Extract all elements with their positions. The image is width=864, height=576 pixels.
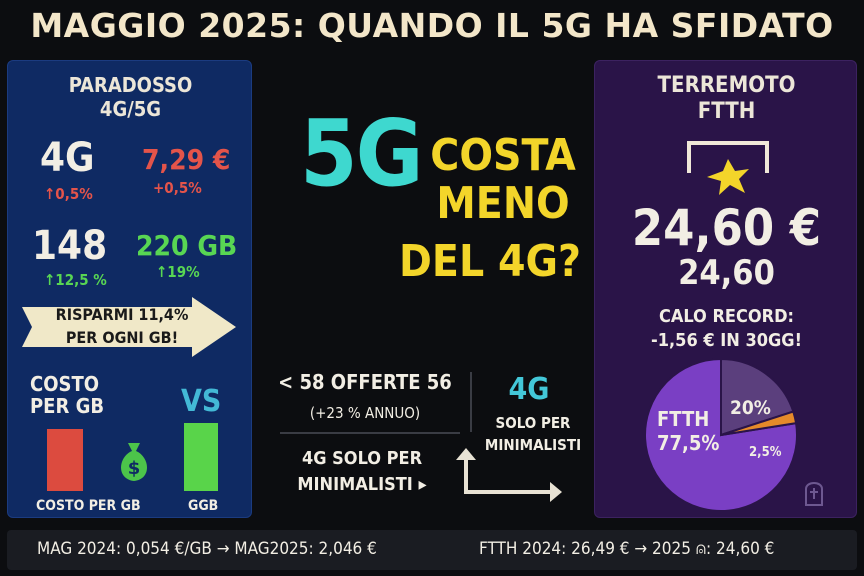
savings-text: RISPARMI 11,4% PER OGNI GB! <box>22 303 222 349</box>
question-line3: DEL 4G? <box>399 236 581 287</box>
center-divider-horizontal <box>280 432 460 434</box>
svg-text:$: $ <box>128 458 141 479</box>
savings-line1: RISPARMI 11,4% <box>55 305 189 324</box>
row1-right-change: +0,5% <box>153 179 202 197</box>
page-title: MAGGIO 2025: QUANDO IL 5G HA SFIDATO <box>30 6 834 45</box>
pie-ftth-name: FTTH <box>657 407 710 431</box>
cost-per-gb-heading: COSTO PER GB <box>30 373 140 417</box>
footer-bar: MAG 2024: 0,054 €/GB → MAG2025: 2,046 € … <box>7 530 857 570</box>
cost-heading-line1: COSTO <box>30 372 100 396</box>
xlabel-cost-per-gb: COSTO PER GB <box>36 498 141 514</box>
row2-left-change: ↑12,5 % <box>44 271 107 289</box>
pie-ftth-value: 77,5% <box>657 431 720 455</box>
paradox-title-line1: PARADOSSO <box>68 73 193 97</box>
ftth-price-small: 24,60 <box>678 253 775 293</box>
row1-left-change: ↑0,5% <box>44 185 93 203</box>
offers-growth: (+23 % ANNUO) <box>309 404 421 422</box>
footer-right-stat: FTTH 2024: 26,49 € → 2025 ⍝: 24,60 € <box>479 539 775 559</box>
minimalist-note-line1: 4G SOLO PER <box>301 448 423 469</box>
question-line2: MENO <box>436 178 570 229</box>
savings-banner: RISPARMI 11,4% PER OGNI GB! <box>22 297 240 357</box>
pie-slice2-label: 20% <box>730 397 771 419</box>
money-bag-icon: $ <box>121 443 147 481</box>
xlabel-ggb: GGB <box>188 498 219 514</box>
pie-slice3-label: 2,5% <box>749 445 782 460</box>
arrow-banner-shape <box>22 297 236 357</box>
big-5g-label: 5G <box>300 100 424 207</box>
minimalist-note-right: SOLO PER MINIMALISTI <box>474 412 592 456</box>
ftth-share-pie <box>644 357 798 512</box>
pie-slice-2-5 <box>720 410 798 436</box>
paradox-title: PARADOSSO 4G/5G <box>8 73 253 121</box>
ftth-title: TERREMOTO FTTH <box>595 73 858 125</box>
footer-left-stat: MAG 2024: 0,054 €/GB → MAG2025: 2,046 € <box>37 539 377 559</box>
corner-arrow-icon <box>456 448 562 502</box>
row2-left-value: 148 <box>32 223 108 269</box>
paradox-title-line2: 4G/5G <box>99 97 162 121</box>
minimalist-note-line2: MINIMALISTI ▸ <box>297 474 427 495</box>
ftth-panel: TERREMOTO FTTH 24,60 € 24,60 CALO RECORD… <box>594 60 857 518</box>
ftth-title-line1: TERREMOTO <box>657 73 796 98</box>
record-drop-line1: CALO RECORD: <box>658 306 795 327</box>
pie-ftth-label: FTTH 77,5% <box>657 407 719 455</box>
fourg-label: 4G <box>508 372 550 407</box>
pie-slice-20 <box>720 357 795 437</box>
crack-burst-icon <box>687 141 769 195</box>
tombstone-icon <box>805 482 823 506</box>
ftth-title-line2: FTTH <box>697 99 756 124</box>
ftth-price-big: 24,60 € <box>631 199 822 257</box>
minimalist-note: 4G SOLO PER MINIMALISTI ▸ <box>272 446 452 498</box>
cost-heading-line2: PER GB <box>30 394 105 418</box>
vs-label: VS <box>181 384 222 419</box>
center-divider-vertical <box>470 372 472 432</box>
row1-left-value: 4G <box>40 135 95 181</box>
record-drop-note: CALO RECORD: -1,56 € IN 30GG! <box>595 305 858 353</box>
paradox-panel: PARADOSSO 4G/5G 4G ↑0,5% 7,29 € +0,5% 14… <box>7 60 252 518</box>
record-drop-line2: -1,56 € IN 30GG! <box>651 330 802 351</box>
offers-stat: < 58 OFFERTE 56 <box>278 370 452 394</box>
minimalist-right-line1: SOLO PER <box>495 414 571 432</box>
row1-right-value: 7,29 € <box>142 143 231 176</box>
savings-line2: PER OGNI GB! <box>65 328 179 347</box>
gb-bar-green <box>184 423 218 491</box>
row2-right-change: ↑19% <box>156 263 200 281</box>
question-line1: COSTA <box>430 130 576 181</box>
minimalist-right-line2: MINIMALISTI <box>484 436 582 454</box>
row2-right-value: 220 GB <box>136 229 238 262</box>
cost-bar-red <box>47 429 83 491</box>
